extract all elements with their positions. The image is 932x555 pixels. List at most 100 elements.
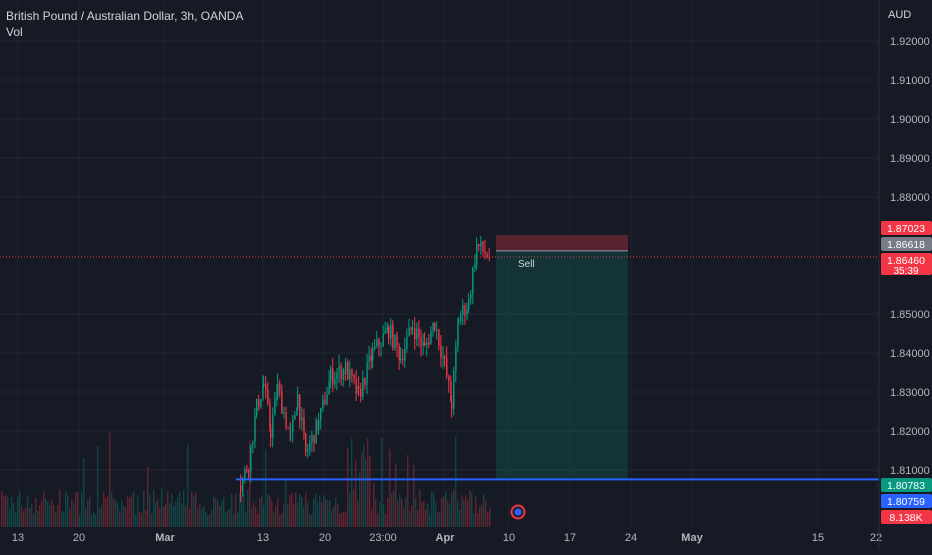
candle-body[interactable] xyxy=(424,342,426,346)
candle-body[interactable] xyxy=(265,383,267,391)
candle-body[interactable] xyxy=(457,323,459,347)
candle-body[interactable] xyxy=(272,415,274,438)
candle-body[interactable] xyxy=(442,356,444,358)
candle-body[interactable] xyxy=(380,346,382,348)
candle-body[interactable] xyxy=(355,378,357,394)
candle-body[interactable] xyxy=(396,335,398,346)
candle-body[interactable] xyxy=(434,322,436,330)
price-tag[interactable] xyxy=(881,478,932,492)
x-tick-label[interactable]: 22 xyxy=(870,532,882,544)
candle-body[interactable] xyxy=(372,348,374,361)
candle-body[interactable] xyxy=(296,408,298,416)
y-tick-label[interactable]: 1.89000 xyxy=(890,153,930,165)
candle-body[interactable] xyxy=(451,401,453,409)
candle-body[interactable] xyxy=(267,390,269,404)
x-tick-label[interactable]: 15 xyxy=(812,532,824,544)
candle-body[interactable] xyxy=(274,398,276,416)
candle-body[interactable] xyxy=(292,419,294,432)
candle-body[interactable] xyxy=(453,370,455,409)
candle-body[interactable] xyxy=(378,339,380,347)
candle-body[interactable] xyxy=(460,314,462,321)
candle-body[interactable] xyxy=(244,469,246,479)
candle-body[interactable] xyxy=(349,369,351,380)
candle-body[interactable] xyxy=(256,399,258,416)
candle-body[interactable] xyxy=(279,383,281,392)
candle-body[interactable] xyxy=(248,470,250,472)
y-tick-label[interactable]: 1.90000 xyxy=(890,114,930,126)
candle-body[interactable] xyxy=(269,403,271,429)
candle-body[interactable] xyxy=(320,408,322,420)
candle-body[interactable] xyxy=(336,372,338,379)
candle-body[interactable] xyxy=(311,434,313,443)
x-tick-label[interactable]: 13 xyxy=(257,532,269,544)
candle-body[interactable] xyxy=(408,327,410,337)
candle-body[interactable] xyxy=(374,345,376,349)
candle-body[interactable] xyxy=(382,333,384,347)
y-tick-label[interactable]: 1.82000 xyxy=(890,426,930,438)
candle-body[interactable] xyxy=(328,380,330,395)
candle-body[interactable] xyxy=(464,305,466,316)
candle-body[interactable] xyxy=(482,241,484,252)
candle-body[interactable] xyxy=(402,358,404,361)
price-tag-value[interactable]: 1.86460 xyxy=(887,255,925,267)
candle-body[interactable] xyxy=(263,383,265,387)
candle-body[interactable] xyxy=(242,478,244,492)
candle-body[interactable] xyxy=(444,356,446,358)
candle-body[interactable] xyxy=(315,419,317,444)
candle-body[interactable] xyxy=(446,357,448,377)
take-profit-zone[interactable] xyxy=(496,250,628,479)
x-tick-label[interactable]: 24 xyxy=(625,532,637,544)
candle-body[interactable] xyxy=(309,442,311,450)
candle-body[interactable] xyxy=(283,412,285,414)
candle-body[interactable] xyxy=(318,419,320,430)
candle-body[interactable] xyxy=(246,469,248,471)
candle-body[interactable] xyxy=(416,328,418,340)
candle-body[interactable] xyxy=(422,342,424,346)
candle-body[interactable] xyxy=(366,361,368,385)
y-tick-label[interactable]: 1.91000 xyxy=(890,75,930,87)
candle-body[interactable] xyxy=(287,427,289,429)
candle-body[interactable] xyxy=(332,368,334,385)
currency-label[interactable]: AUD xyxy=(888,9,912,21)
price-tag-value[interactable]: 1.80759 xyxy=(887,496,925,508)
candle-body[interactable] xyxy=(398,345,400,361)
candle-body[interactable] xyxy=(338,365,340,373)
y-tick-label[interactable]: 1.88000 xyxy=(890,192,930,204)
candle-body[interactable] xyxy=(436,329,438,331)
candle-body[interactable] xyxy=(468,298,470,310)
candle-body[interactable] xyxy=(448,376,450,382)
candle-body[interactable] xyxy=(438,329,440,346)
candle-body[interactable] xyxy=(478,243,480,247)
stop-loss-zone[interactable] xyxy=(496,235,628,251)
candle-body[interactable] xyxy=(466,309,468,316)
x-tick-label[interactable]: Apr xyxy=(436,532,456,544)
x-tick-label[interactable]: 20 xyxy=(73,532,85,544)
candle-body[interactable] xyxy=(347,361,349,380)
candle-body[interactable] xyxy=(394,335,396,349)
candle-body[interactable] xyxy=(358,386,360,389)
y-tick-label[interactable]: 1.85000 xyxy=(890,309,930,321)
price-tag-countdown[interactable]: 35:39 xyxy=(893,266,918,277)
candle-body[interactable] xyxy=(440,345,442,358)
x-tick-label[interactable]: 17 xyxy=(564,532,576,544)
candle-body[interactable] xyxy=(390,324,392,339)
candle-body[interactable] xyxy=(285,412,287,428)
x-tick-label[interactable]: 13 xyxy=(12,532,24,544)
candle-body[interactable] xyxy=(307,449,309,453)
candle-body[interactable] xyxy=(392,324,394,349)
candle-body[interactable] xyxy=(360,388,362,398)
candle-body[interactable] xyxy=(400,358,402,361)
candle-body[interactable] xyxy=(476,243,478,265)
candle-body[interactable] xyxy=(426,342,428,346)
candle-body[interactable] xyxy=(450,381,452,402)
candle-body[interactable] xyxy=(430,331,432,345)
candle-body[interactable] xyxy=(455,346,457,371)
candle-body[interactable] xyxy=(254,415,256,442)
price-tag[interactable] xyxy=(881,237,932,251)
candle-body[interactable] xyxy=(252,441,254,445)
candle-body[interactable] xyxy=(334,378,336,385)
candle-body[interactable] xyxy=(388,326,390,339)
candle-body[interactable] xyxy=(470,294,472,299)
candle-body[interactable] xyxy=(432,322,434,332)
